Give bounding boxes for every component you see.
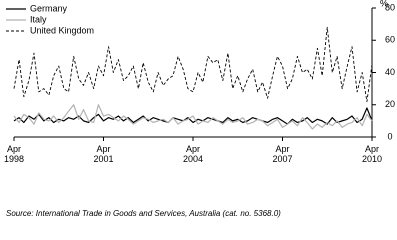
legend-label: Italy [30, 14, 47, 24]
source-note: Source: International Trade in Goods and… [6, 209, 281, 218]
legend-label: United Kingdom [30, 25, 94, 35]
x-tick-label: Apr 2007 [272, 144, 293, 164]
series-line [13, 104, 373, 130]
series-line [13, 26, 373, 102]
y-tick-label: 0 [387, 131, 392, 141]
y-tick-label: 60 [385, 35, 395, 45]
x-tick-label: Apr 2004 [182, 144, 204, 164]
chart-page: % 0 20 40 60 80 Germany Italy United Kingdom Sou… [3, 0, 396, 218]
x-tick-label: Apr 2001 [93, 144, 114, 164]
y-tick-label: 80 [385, 2, 395, 12]
y-axis-unit: % [380, 0, 388, 8]
x-tick-label: Apr 2010 [361, 144, 383, 164]
y-tick-label: 40 [385, 67, 395, 77]
x-tick-label: Apr 1998 [3, 144, 25, 164]
series-line [13, 107, 373, 125]
legend-label: Germany [30, 3, 68, 13]
y-tick-label: 20 [385, 99, 395, 109]
